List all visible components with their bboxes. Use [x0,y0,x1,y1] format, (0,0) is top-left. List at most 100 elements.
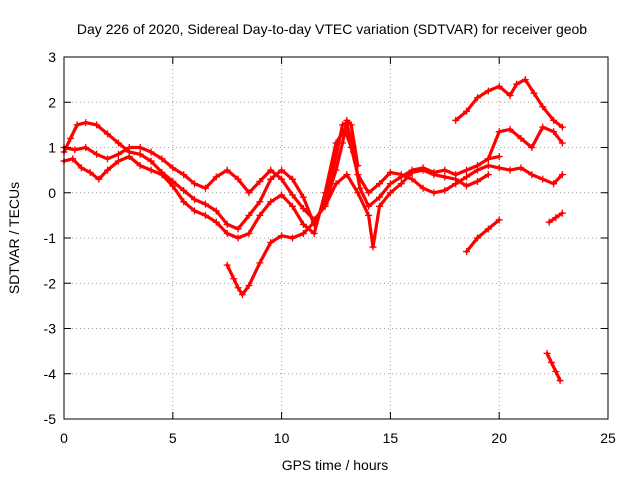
data-point [354,189,362,197]
data-point [114,150,122,158]
data-point [452,116,460,124]
data-point [321,200,329,208]
series-track-g [463,216,503,256]
data-point [86,168,94,176]
data-point [278,191,286,199]
data-point [473,177,481,185]
data-point [365,211,373,219]
data-point [365,202,373,210]
data-point [550,128,558,136]
data-point [495,216,503,224]
data-point [419,184,427,192]
data-point [278,232,286,240]
data-point [201,200,209,208]
data-point [288,175,296,183]
series-track-f [484,123,566,163]
series-group [60,76,566,385]
data-point [473,94,481,102]
data-point [386,180,394,188]
data-point [550,116,558,124]
data-point [104,155,112,163]
data-point [484,155,492,163]
data-point [463,182,471,190]
data-point [552,367,560,375]
data-point [191,207,199,215]
data-point [82,144,90,151]
data-point [397,171,405,179]
data-point [180,171,188,179]
data-point [506,166,514,174]
data-point [463,166,471,174]
data-point [82,119,90,127]
data-point [212,173,220,181]
y-tick-label: -4 [44,366,57,382]
x-tick-label: 15 [383,430,399,446]
data-point [473,166,481,174]
data-point [256,177,264,185]
data-point [201,211,209,219]
data-point [104,166,112,174]
data-point [180,198,188,206]
data-point [408,168,416,176]
data-point [93,121,101,129]
data-point [147,166,155,174]
data-point [288,191,296,199]
series-track-c [60,144,492,251]
data-point [267,239,275,247]
data-point [550,180,558,188]
data-point [397,180,405,188]
data-point [125,153,133,161]
data-point [558,123,566,131]
data-point [114,139,122,147]
data-point [169,164,177,172]
data-point [71,146,79,154]
x-tick-label: 25 [600,430,616,446]
data-point [517,164,525,172]
data-point [136,162,144,170]
data-point [376,180,384,188]
series-line [545,351,562,383]
data-point [452,175,460,183]
data-point [558,171,566,179]
data-point [495,153,503,161]
data-point [245,211,253,219]
y-tick-label: -5 [44,411,57,427]
data-point [93,150,101,158]
y-tick-label: -1 [44,230,57,246]
y-tick-label: 2 [48,94,56,110]
data-point [288,202,296,210]
data-point [136,144,144,151]
series-track-b [60,125,566,242]
data-point [73,121,81,129]
data-point [267,175,275,183]
series-line [454,78,564,129]
data-point [278,175,286,183]
data-point [245,189,253,197]
data-point [495,82,503,90]
data-point [288,234,296,242]
data-point [104,130,112,138]
data-point [191,196,199,204]
data-point [376,193,384,201]
data-point [513,80,521,88]
data-point [169,182,177,190]
x-tick-label: 0 [60,430,68,446]
data-point [495,164,503,172]
data-point [495,128,503,136]
data-point [158,155,166,163]
data-point [278,166,286,174]
data-point [212,218,220,226]
data-point [299,229,307,237]
data-point [114,157,122,165]
data-point [245,282,253,290]
data-point [69,155,77,163]
data-point [223,229,231,237]
data-point [547,358,555,366]
data-point [369,243,377,251]
data-point [267,166,275,174]
x-axis-label: GPS time / hours [282,457,389,473]
data-point [430,171,438,179]
data-point [386,168,394,176]
data-point [386,189,394,197]
